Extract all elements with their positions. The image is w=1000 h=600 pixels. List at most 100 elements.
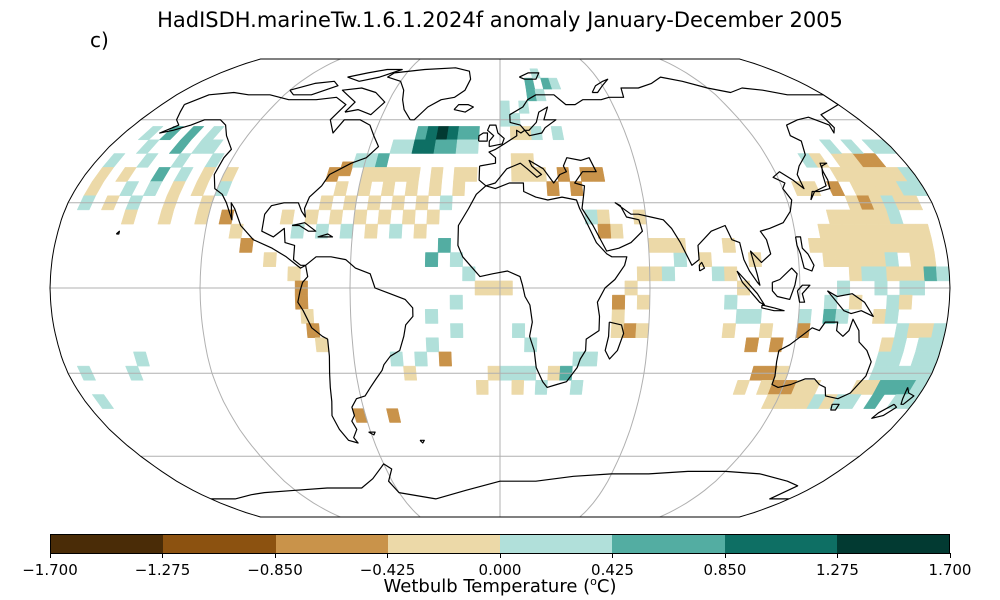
anomaly-cell [524,77,536,90]
anomaly-cell [661,266,676,282]
colorbar-tickmark [387,553,388,558]
anomaly-cell [333,181,349,196]
coastline [826,290,874,317]
coastline [591,78,609,94]
anomaly-cell [389,351,404,367]
anomaly-cell [437,238,451,253]
anomaly-cell [847,252,862,267]
anomaly-cell [300,309,315,324]
anomaly-cell [546,181,560,196]
map-title: HadISDH.marineTw.1.6.1.2024f anomaly Jan… [157,8,843,32]
colorbar-swatch [836,535,949,553]
anomaly-cell [464,167,478,182]
anomaly-cell [873,266,888,282]
coastline [736,270,766,306]
coastline [159,91,380,269]
coastline [297,256,414,444]
anomaly-cell [584,351,599,367]
colorbar-tick-label: 0.850 [703,561,747,579]
anomaly-cell [455,139,469,154]
coastline [478,132,489,142]
anomaly-cell [119,181,140,196]
colorbar-swatch [163,535,276,553]
colorbar-swatch [612,535,725,553]
colorbar-tickmark [949,553,951,558]
coastline [453,104,474,113]
anomaly-cell [797,309,812,324]
anomaly-cell [724,266,738,282]
anomaly-cell [911,266,925,282]
anomaly-cell [511,167,524,182]
anomaly-cell [142,181,163,196]
anomaly-cell [768,337,784,353]
colorbar-tickmark [499,553,501,558]
colorbar-swatch [275,535,388,553]
anomaly-cell [923,266,938,282]
anomaly-cell [452,181,466,196]
anomaly-cell [840,139,865,154]
anomaly-cell [449,294,463,310]
colorbar-label: Wetbulb Temperature (oC) [383,575,617,597]
coastline [698,261,706,272]
anomaly-cell [807,238,823,253]
coastline [604,321,625,360]
anomaly-cell [306,323,321,338]
anomaly-cell [429,167,444,182]
colorbar-swatch [500,535,613,553]
colorbar-tick-label: 0.000 [478,561,522,579]
anomaly-cell [168,139,192,154]
anomaly-cell [115,167,137,182]
anomaly-cell [180,126,205,141]
anomaly-cell [840,394,862,409]
anomaly-cell [790,181,810,196]
anomaly-cell [279,209,295,225]
anomaly-cell [499,100,510,114]
colorbar-swatch [387,535,500,553]
anomaly-cell [550,126,565,141]
coastline [487,124,505,148]
anomaly-cell [884,309,900,324]
anomaly-cell [636,294,651,310]
anomaly-cell [449,252,464,267]
coastline [419,439,425,444]
meridian-line [579,59,651,517]
anomaly-cell [401,209,416,225]
coastline [795,236,815,272]
anomaly-cell [659,238,674,253]
anomaly-cell [457,126,470,141]
colorbar-tick-label: 1.700 [928,561,972,579]
anomaly-cell [467,126,480,141]
colorbar-tick-label: −1.700 [22,561,78,579]
coastline [347,68,403,82]
coastline [457,182,628,388]
anomaly-cell [649,266,663,282]
anomaly-cell [724,294,738,310]
anomaly-cell [510,153,523,168]
anomaly-cell [859,252,875,267]
anomaly-cell [388,223,403,239]
anomaly-cell [377,209,392,225]
anomaly-cell [414,351,428,367]
anomaly-cell [135,153,159,168]
anomaly-cell [569,380,584,395]
anomaly-cell [886,266,900,282]
anomaly-cell [636,266,651,282]
anomaly-cell [823,294,838,310]
anomaly-cell [135,139,160,154]
anomaly-cell [744,337,760,353]
colorbar-swatch [51,535,164,553]
anomaly-cell [204,153,225,168]
coastlines [115,67,915,500]
anomaly-cell [884,252,900,267]
anomaly-cell [433,139,448,154]
coastline [387,67,472,121]
anomaly-cell [262,252,277,267]
colorbar-tick-label: −0.850 [247,561,303,579]
anomaly-cell [475,380,489,395]
anomaly-cell [721,238,737,253]
anomaly-cell [424,252,439,267]
anomaly-cell [101,153,126,168]
coastline [115,230,120,235]
colorbar-swatch [724,535,837,553]
anomaly-cell [380,181,396,196]
